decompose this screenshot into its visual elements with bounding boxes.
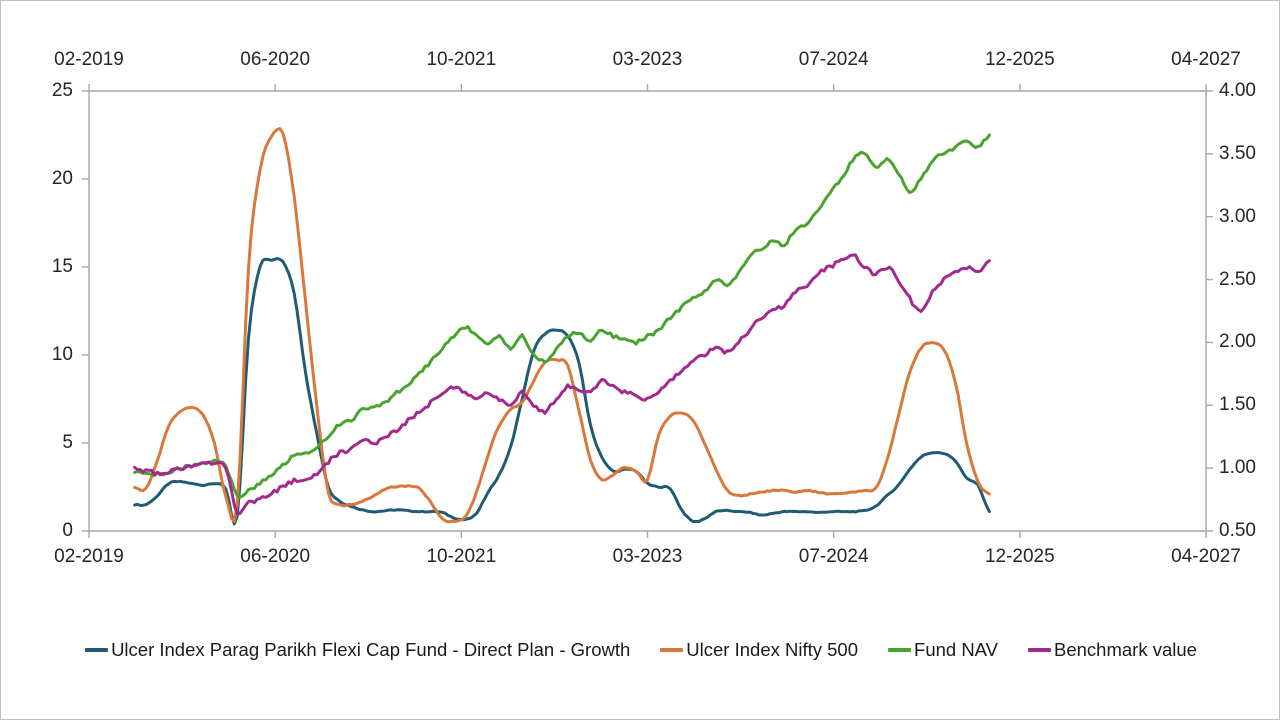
legend-label-ulcer-nifty500: Ulcer Index Nifty 500 (686, 639, 859, 660)
legend-label-benchmark: Benchmark value (1054, 639, 1197, 660)
legend-item-benchmark: Benchmark value (1028, 639, 1197, 661)
x-axis-label-top-3: 03-2023 (612, 49, 683, 70)
y-right-label-1: 1.00 (1219, 457, 1256, 479)
y-left-label-4: 20 (51, 168, 73, 189)
y-right-label-4: 2.50 (1219, 268, 1256, 290)
y-left-label-0: 0 (62, 520, 73, 541)
x-axis-label-top-6: 04-2027 (1171, 49, 1241, 70)
x-axis-label-bottom-1: 06-2020 (240, 546, 311, 567)
legend-item-ulcer-fund: Ulcer Index Parag Parikh Flexi Cap Fund … (85, 639, 630, 661)
y-right-label-6: 3.50 (1219, 142, 1256, 164)
series-line-2 (133, 133, 991, 499)
y-right-label-0: 0.50 (1219, 520, 1256, 541)
y-left-label-3: 15 (51, 256, 73, 277)
x-axis-label-top-5: 12-2025 (984, 49, 1055, 70)
x-axis-label-bottom-6: 04-2027 (1171, 546, 1241, 567)
x-axis-label-bottom-2: 10-2021 (426, 546, 497, 567)
x-axis-label-top-1: 06-2020 (240, 49, 311, 70)
legend-marker-ulcer-nifty500 (660, 648, 684, 652)
legend-marker-benchmark (1028, 648, 1051, 652)
legend-label-fund-nav: Fund NAV (914, 639, 998, 660)
y-left-label-1: 5 (62, 432, 73, 453)
y-right-label-3: 2.00 (1219, 331, 1256, 353)
y-left-label-2: 10 (51, 344, 73, 365)
y-right-label-2: 1.50 (1219, 394, 1256, 416)
series-line-3 (133, 253, 991, 516)
x-axis-label-bottom-5: 12-2025 (984, 546, 1055, 567)
legend-item-ulcer-nifty500: Ulcer Index Nifty 500 (660, 639, 858, 661)
series-line-1 (133, 127, 991, 524)
legend-label-ulcer-fund: Ulcer Index Parag Parikh Flexi Cap Fund … (111, 639, 631, 660)
y-right-label-5: 3.00 (1219, 205, 1256, 227)
legend-item-fund-nav: Fund NAV (888, 639, 998, 661)
x-axis-label-bottom-0: 02-2019 (54, 546, 124, 567)
x-axis-label-top-2: 10-2021 (426, 49, 497, 70)
x-axis-label-top-4: 07-2024 (798, 49, 869, 70)
x-axis-label-bottom-3: 03-2023 (612, 546, 683, 567)
y-right-label-7: 4.00 (1219, 80, 1256, 101)
legend: Ulcer Index Parag Parikh Flexi Cap Fund … (1, 639, 1280, 661)
legend-marker-fund-nav (888, 648, 912, 652)
x-axis-label-bottom-4: 07-2024 (798, 546, 869, 567)
y-left-label-5: 25 (51, 80, 73, 101)
x-axis-label-top-0: 02-2019 (54, 49, 124, 70)
legend-marker-ulcer-fund (85, 648, 109, 652)
series-line-0 (133, 257, 991, 526)
